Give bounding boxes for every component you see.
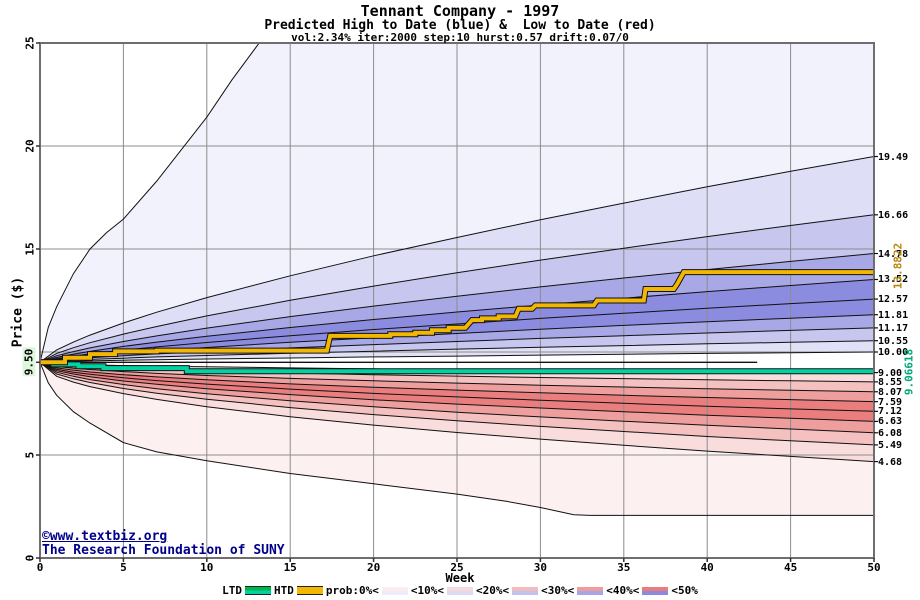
htd-ltd-lines [40,269,874,375]
lower-band [40,362,874,445]
lower-band [40,362,874,433]
lower-curve [40,361,874,412]
lower-curve [40,361,874,403]
lower-band [40,362,874,412]
lower-curve [40,361,874,463]
lower-band [40,362,874,422]
upper-curve [40,214,874,363]
upper-curve [40,253,874,363]
upper-curve [40,156,874,363]
lower-curve [40,361,874,422]
upper-outer-curve [40,43,260,363]
lower-band [40,362,874,462]
axes-frame [36,42,878,562]
htd-line [40,270,874,365]
lower-outer-curve [40,362,874,516]
upper-curve [40,351,874,363]
lower-curve [40,361,874,446]
lower-curve [40,361,874,434]
lower-band [40,362,874,402]
upper-curve [40,279,874,363]
